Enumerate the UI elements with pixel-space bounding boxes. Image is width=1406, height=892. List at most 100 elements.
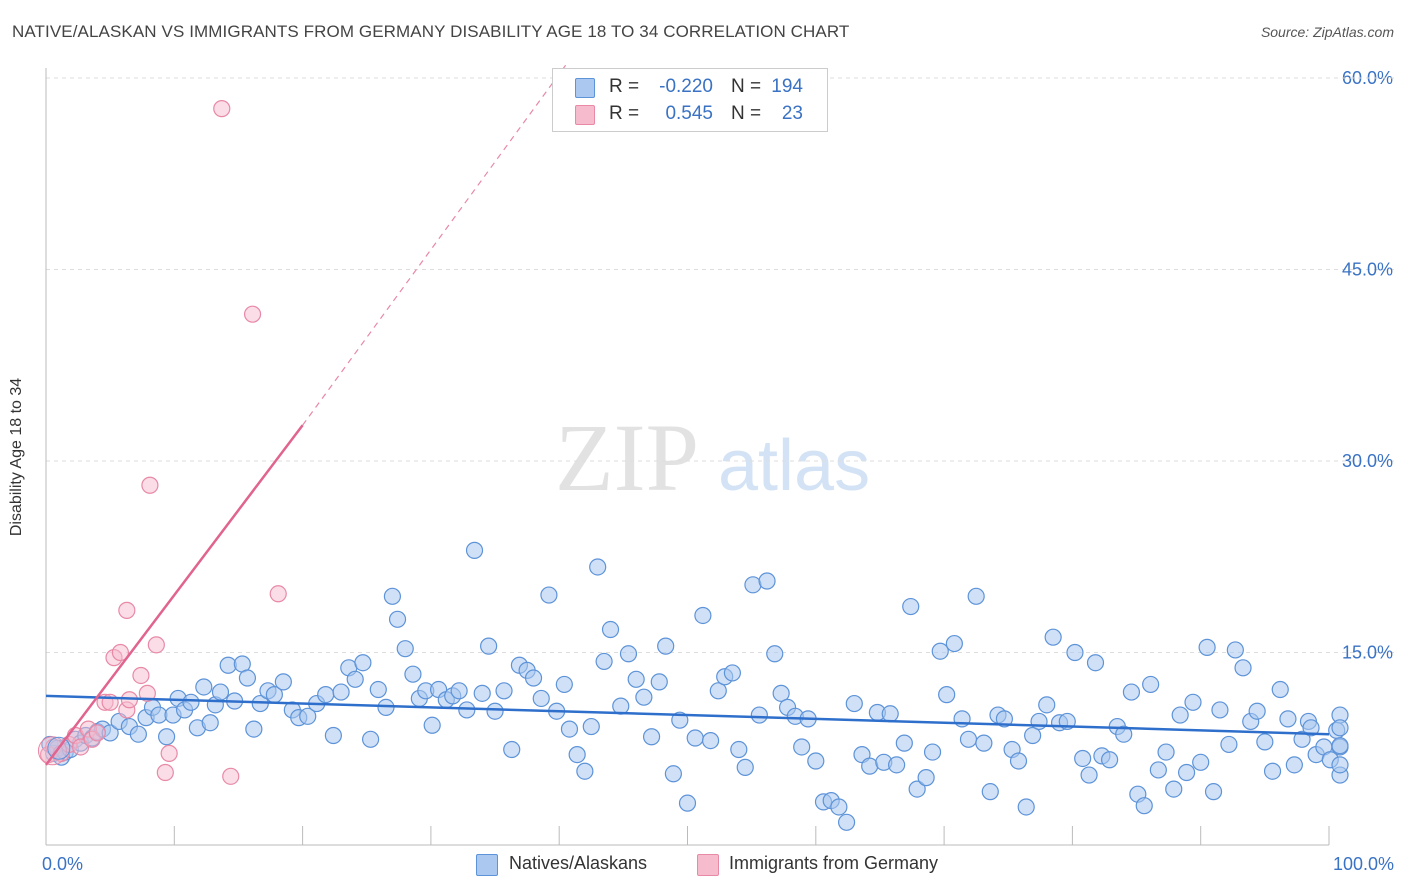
- native-alaskan-point: [845, 694, 863, 713]
- native-alaskan-point: [332, 683, 350, 701]
- germany-trendline: [45, 424, 304, 766]
- native-alaskan-point: [576, 762, 594, 780]
- native-alaskan-point: [383, 587, 402, 605]
- germany-immigrant-point: [147, 636, 165, 654]
- native-alaskan-point: [686, 729, 704, 747]
- native-alaskan-point: [1122, 683, 1141, 701]
- native-alaskan-point: [238, 669, 257, 687]
- native-alaskan-point: [540, 586, 558, 604]
- watermark-atlas: atlas: [718, 426, 870, 506]
- native-alaskan-point: [908, 780, 926, 798]
- native-alaskan-point: [1192, 753, 1210, 771]
- bottom-legend-natives: Natives/Alaskans: [476, 851, 696, 877]
- native-alaskan-point: [324, 726, 342, 745]
- native-alaskan-point: [211, 683, 230, 701]
- native-alaskan-point: [917, 769, 935, 787]
- native-alaskan-point: [967, 587, 985, 605]
- native-alaskan-point: [750, 706, 768, 724]
- native-alaskan-point: [895, 734, 913, 752]
- native-alaskan-point: [627, 670, 645, 688]
- native-alaskan-point: [923, 743, 942, 761]
- native-alaskan-point: [678, 794, 697, 812]
- x-tick-label: 100.0%: [1333, 854, 1394, 874]
- native-alaskan-point: [709, 682, 727, 700]
- native-alaskan-point: [1256, 733, 1274, 751]
- germany-immigrant-point: [138, 684, 156, 702]
- native-alaskan-point: [1293, 730, 1311, 748]
- bottom-legend-label: Immigrants from Germany: [729, 853, 939, 873]
- native-alaskan-point: [1198, 638, 1216, 656]
- native-alaskan-point: [723, 664, 742, 682]
- native-alaskan-point: [1135, 797, 1153, 815]
- watermark-zip: ZIP: [555, 404, 699, 511]
- native-alaskan-point: [664, 765, 682, 783]
- germany-immigrant-point: [213, 100, 231, 118]
- legend-n-value: 194: [771, 76, 803, 97]
- native-alaskan-point: [601, 620, 620, 639]
- native-alaskan-point: [642, 728, 661, 746]
- native-alaskan-point: [995, 710, 1014, 728]
- germany-immigrant-point: [222, 767, 240, 785]
- native-alaskan-point: [1271, 680, 1289, 699]
- native-alaskan-point: [1024, 726, 1042, 745]
- native-alaskan-point: [317, 686, 335, 704]
- legend-r-label: R =: [609, 76, 640, 97]
- native-alaskan-point: [744, 576, 762, 594]
- native-alaskan-point: [861, 757, 879, 775]
- native-alaskan-point: [129, 725, 147, 743]
- native-alaskan-point: [560, 720, 579, 738]
- bottom-legend-swatch-blue: [476, 854, 498, 876]
- native-alaskan-point: [1074, 749, 1092, 768]
- native-alaskan-trendline: [45, 694, 1330, 736]
- native-alaskan-point: [245, 720, 263, 738]
- chart-title: NATIVE/ALASKAN VS IMMIGRANTS FROM GERMAN…: [12, 22, 850, 41]
- native-alaskan-point: [1142, 675, 1160, 694]
- native-alaskan-point: [807, 752, 825, 770]
- native-alaskan-point: [1220, 735, 1238, 754]
- native-alaskan-point: [396, 640, 414, 658]
- legend-row-germany: R = 0.545 N = 23: [553, 101, 827, 127]
- native-alaskan-point: [1086, 654, 1105, 672]
- native-alaskan-point: [480, 637, 498, 655]
- native-alaskan-point: [503, 740, 521, 759]
- native-alaskan-point: [182, 693, 200, 711]
- native-alaskan-point: [837, 813, 856, 831]
- germany-immigrant-point: [111, 643, 130, 662]
- germany-immigrant-point: [118, 601, 136, 619]
- bottom-legend-germany: Immigrants from Germany: [697, 851, 977, 877]
- legend-n-label: N =: [731, 103, 762, 124]
- native-alaskan-point: [369, 680, 387, 699]
- native-alaskan-point: [945, 634, 963, 653]
- native-alaskan-point: [830, 798, 848, 816]
- native-alaskan-point: [730, 740, 748, 759]
- native-alaskan-point: [361, 730, 380, 748]
- germany-immigrant-point: [88, 724, 106, 742]
- native-alaskan-point: [524, 669, 543, 687]
- native-alaskan-point: [1171, 706, 1189, 724]
- source-label: Source: ZipAtlas.com: [1260, 24, 1394, 40]
- native-alaskan-point: [1165, 780, 1183, 798]
- native-alaskan-point: [1115, 725, 1133, 743]
- native-alaskan-point: [931, 642, 949, 660]
- native-alaskan-point: [1331, 737, 1349, 755]
- native-alaskan-point: [1080, 766, 1098, 784]
- legend-n-value: 23: [781, 103, 803, 124]
- native-alaskan-point: [1157, 743, 1175, 761]
- native-alaskan-point: [1211, 701, 1229, 719]
- native-alaskan-point: [568, 746, 586, 764]
- legend-swatch-pink: [575, 105, 595, 125]
- legend-box: R = -0.220 N = 194 R = 0.545 N = 23: [552, 68, 828, 132]
- native-alaskan-point: [1066, 643, 1084, 662]
- native-alaskan-point: [465, 541, 484, 559]
- native-alaskan-point: [450, 682, 468, 700]
- native-alaskan-point: [650, 673, 668, 691]
- native-alaskan-point: [532, 689, 550, 708]
- native-alaskan-point: [195, 678, 213, 696]
- germany-immigrant-point: [132, 666, 150, 685]
- native-alaskan-point: [1149, 761, 1167, 779]
- germany-immigrant-point: [156, 763, 174, 782]
- native-alaskan-point: [758, 572, 776, 590]
- native-alaskan-point: [1285, 756, 1303, 774]
- native-alaskan-point: [423, 716, 441, 734]
